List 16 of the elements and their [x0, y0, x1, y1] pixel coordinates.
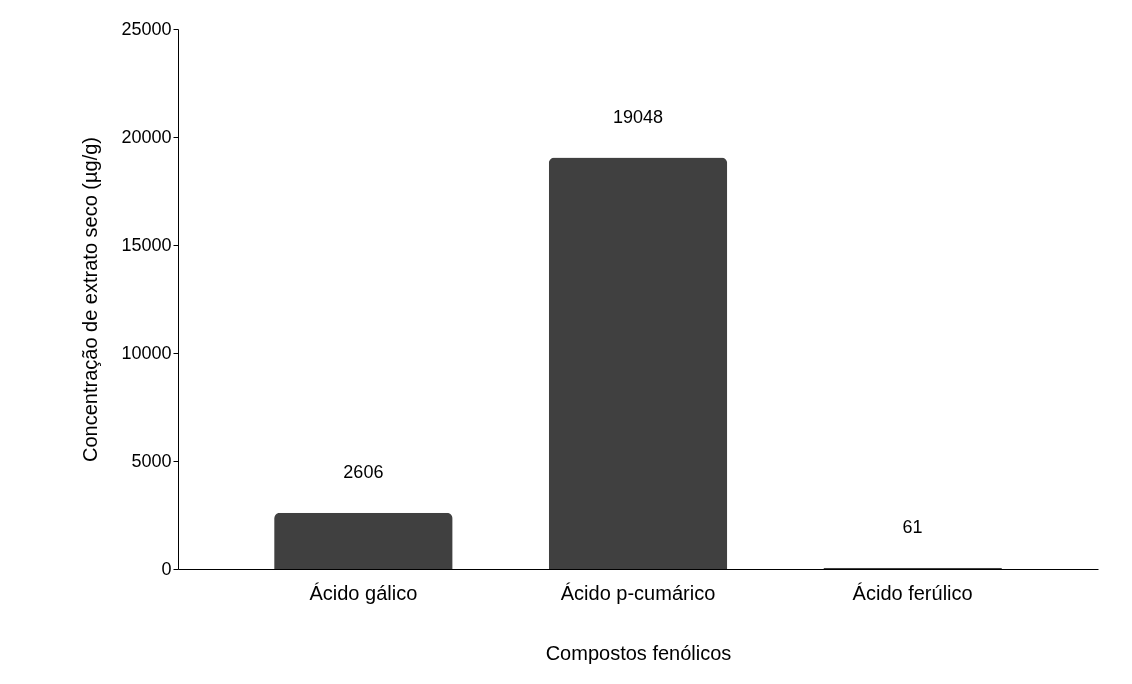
- y-tick-label: 10000: [121, 342, 172, 363]
- bar: [548, 157, 728, 569]
- x-axis-title: Compostos fenólicos: [545, 641, 732, 664]
- y-tick-label: 0: [161, 558, 172, 579]
- y-tick-label: 5000: [131, 450, 172, 471]
- data-label: 61: [902, 516, 923, 537]
- data-label: 2606: [343, 461, 384, 482]
- y-axis-title: Concentração de extrato seco (µg/g): [79, 136, 102, 463]
- x-tick-label: Ácido p-cumárico: [560, 581, 716, 604]
- x-tick-label: Ácido ferúlico: [852, 581, 973, 604]
- y-tick-label: 20000: [121, 126, 172, 147]
- data-label: 19048: [612, 106, 664, 127]
- y-tick-label: 15000: [121, 234, 172, 255]
- x-tick-label: Ácido gálico: [309, 581, 418, 604]
- bar: [274, 512, 453, 569]
- y-tick-label: 25000: [121, 18, 172, 39]
